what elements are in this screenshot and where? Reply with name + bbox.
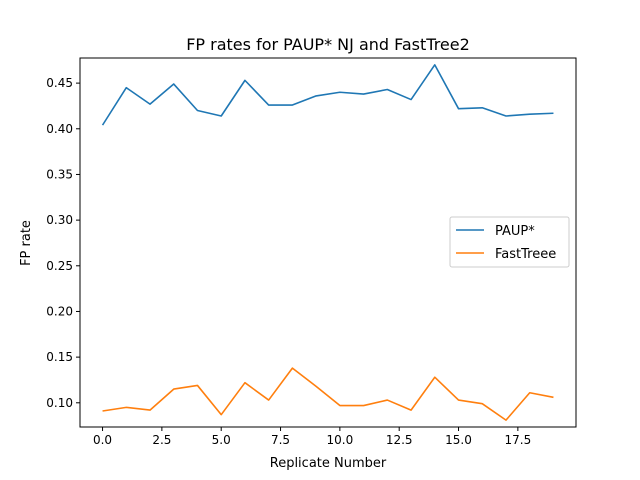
y-tick-label: 0.35 <box>46 167 73 181</box>
series-line-0 <box>101 64 554 126</box>
x-tick-label: 12.5 <box>386 433 413 447</box>
y-tick-label: 0.25 <box>46 259 73 273</box>
x-axis-label: Replicate Number <box>270 456 387 471</box>
y-tick-label: 0.15 <box>46 350 73 364</box>
x-tick-label: 10.0 <box>327 433 354 447</box>
y-tick-label: 0.20 <box>46 304 73 318</box>
y-tick-label: 0.45 <box>46 76 73 90</box>
x-tick-label: 0.0 <box>93 433 112 447</box>
plot-area <box>101 64 554 421</box>
legend-label: FastTreee <box>495 247 556 262</box>
series-line-1 <box>102 367 554 421</box>
y-tick-label: 0.10 <box>46 396 73 410</box>
y-tick-label: 0.40 <box>46 122 73 136</box>
legend-label: PAUP* <box>495 224 535 239</box>
x-tick-label: 17.5 <box>504 433 531 447</box>
chart-title: FP rates for PAUP* NJ and FastTree2 <box>186 35 470 54</box>
legend: PAUP* FastTreee <box>449 216 570 268</box>
x-tick-label: 2.5 <box>152 433 171 447</box>
axes-frame <box>79 57 577 428</box>
y-tick-label: 0.30 <box>46 213 73 227</box>
y-axis: 0.10 0.15 0.20 0.25 0.30 0.35 0.40 0.45 <box>46 76 80 410</box>
x-axis: 0.0 2.5 5.0 7.5 10.0 12.5 15.0 17.5 <box>93 427 531 447</box>
x-tick-label: 7.5 <box>271 433 290 447</box>
y-axis-label: FP rate <box>19 220 34 266</box>
x-tick-label: 15.0 <box>445 433 472 447</box>
x-tick-label: 5.0 <box>212 433 231 447</box>
